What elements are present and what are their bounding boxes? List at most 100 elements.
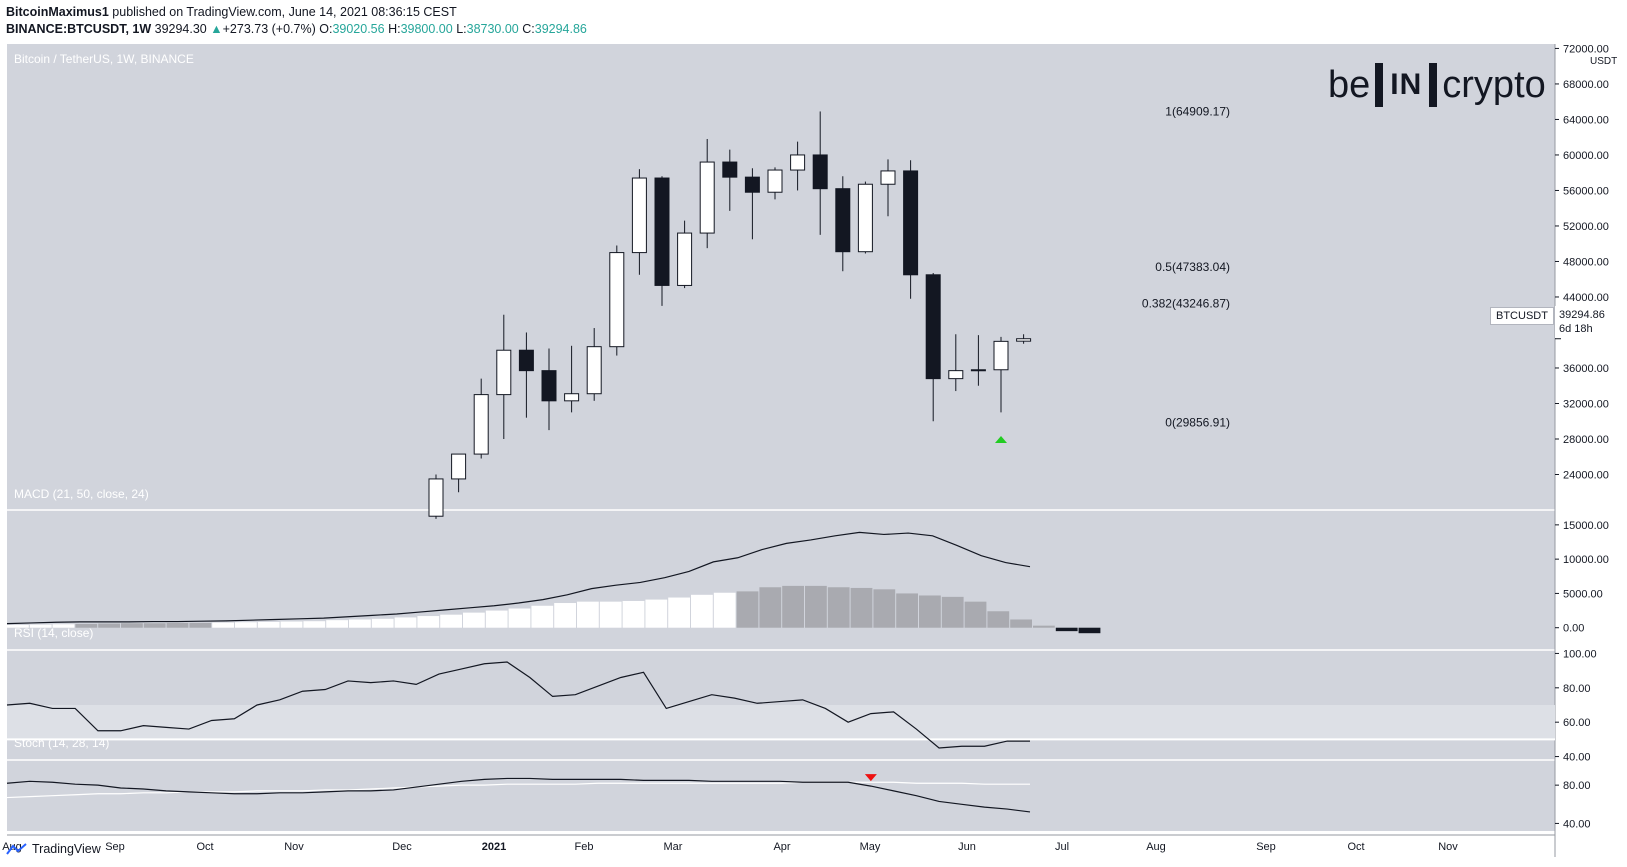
macd-histogram-bar — [508, 608, 531, 628]
macd-histogram-bar — [212, 622, 234, 628]
high-label: H: — [388, 22, 401, 36]
candle-body — [631, 177, 647, 254]
macd-histogram-bar — [257, 621, 280, 628]
macd-histogram-bar — [577, 601, 599, 628]
macd-histogram-bar — [440, 614, 462, 628]
candle-body — [451, 453, 467, 480]
y-tick-label: 32000.00 — [1563, 398, 1609, 410]
price-change: +273.73 (+0.7%) — [222, 22, 316, 36]
stoch-y-tick-label: 80.00 — [1563, 780, 1591, 792]
fib-level-label: 0.5(47383.04) — [1155, 260, 1230, 274]
y-tick-label: 44000.00 — [1563, 292, 1609, 304]
candle-body — [586, 346, 602, 395]
macd-histogram-bar — [1033, 625, 1055, 628]
macd-histogram-bar — [691, 594, 713, 628]
macd-histogram-bar — [166, 622, 189, 628]
currency-label: USDT — [1590, 56, 1617, 67]
x-tick-label: Sep — [105, 841, 125, 853]
candle-body — [993, 340, 1009, 371]
macd-histogram-bar — [121, 623, 143, 628]
open-label: O: — [319, 22, 333, 36]
candle-body — [925, 274, 941, 380]
macd-histogram-bar — [143, 623, 166, 628]
macd-histogram-bar — [326, 620, 348, 628]
footer: TradingView — [6, 842, 101, 856]
x-tick-label: Jul — [1055, 841, 1069, 853]
macd-y-tick-label: 15000.00 — [1563, 520, 1609, 532]
main-pane-title: Bitcoin / TetherUS, 1W, BINANCE — [14, 52, 194, 66]
candle-body — [428, 478, 444, 517]
macd-histogram-bar — [805, 585, 827, 628]
candle-body — [564, 393, 580, 402]
macd-histogram-bar — [919, 595, 941, 628]
macd-histogram-bar — [235, 622, 257, 628]
rsi-y-tick-label: 40.00 — [1563, 752, 1591, 764]
stoch-d-line — [6, 781, 1030, 799]
candle-body — [790, 154, 806, 171]
rsi-y-tick-label: 80.00 — [1563, 683, 1591, 695]
candle-body — [812, 154, 828, 190]
fib-level-label: 0(29856.91) — [1165, 416, 1230, 430]
macd-histogram-bar — [394, 617, 417, 628]
x-tick-label: Sep — [1256, 841, 1276, 853]
stoch-y-tick-label: 40.00 — [1563, 818, 1591, 830]
logo-text-left: be — [1328, 63, 1371, 106]
logo-text-box: IN — [1375, 63, 1438, 107]
signal-up-arrow-icon — [995, 435, 1007, 443]
last-price-value: 39294.86 — [1559, 309, 1605, 321]
symbol-tag: BTCUSDT — [1490, 307, 1554, 325]
last-price: 39294.30 — [154, 22, 207, 36]
candle-body — [609, 252, 625, 348]
x-tick-label: Jun — [958, 841, 976, 853]
macd-histogram-bar — [280, 621, 303, 628]
y-tick-label: 60000.00 — [1563, 150, 1609, 162]
footer-brand[interactable]: TradingView — [32, 842, 101, 856]
x-tick-label: Dec — [392, 841, 412, 853]
candle-body — [654, 177, 670, 286]
y-tick-label: 24000.00 — [1563, 469, 1609, 481]
macd-histogram-bar — [485, 610, 508, 628]
macd-histogram-bar — [736, 591, 759, 628]
high-value: 39800.00 — [400, 22, 453, 36]
change-arrow-icon: ▲ — [210, 22, 223, 36]
macd-histogram-bar — [782, 585, 804, 628]
y-tick-label: 72000.00 — [1563, 43, 1609, 55]
signal-down-arrow-icon — [864, 774, 877, 782]
x-tick-label: May — [860, 841, 881, 853]
low-value: 38730.00 — [466, 22, 519, 36]
rsi-y-tick-label: 60.00 — [1563, 717, 1591, 729]
publish-info: BitcoinMaximus1 published on TradingView… — [6, 5, 457, 19]
candle-body — [880, 170, 896, 185]
open-value: 39020.56 — [332, 22, 385, 36]
macd-histogram-bar — [827, 587, 850, 628]
rsi-label: RSI (14, close) — [14, 626, 94, 640]
macd-histogram-bar — [554, 603, 576, 628]
author-name[interactable]: BitcoinMaximus1 — [6, 5, 109, 19]
close-value: 39294.86 — [534, 22, 587, 36]
candle-body — [948, 370, 964, 380]
macd-histogram-bar — [622, 600, 645, 628]
candle-countdown: 6d 18h — [1559, 323, 1593, 335]
macd-histogram-bar — [850, 587, 873, 628]
x-tick-label: Oct — [196, 841, 213, 853]
y-tick-label: 56000.00 — [1563, 185, 1609, 197]
macd-histogram-bar — [52, 624, 75, 628]
macd-histogram-bar — [599, 601, 622, 628]
macd-histogram-bar — [668, 597, 690, 628]
macd-histogram-bar — [1055, 627, 1078, 632]
macd-y-tick-label: 5000.00 — [1563, 588, 1603, 600]
y-tick-label: 28000.00 — [1563, 434, 1609, 446]
fib-level-label: 1(64909.17) — [1165, 104, 1230, 118]
y-tick-label: 52000.00 — [1563, 221, 1609, 233]
rsi-band — [7, 705, 1555, 740]
macd-histogram-bar — [1010, 619, 1032, 628]
macd-histogram-bar — [645, 599, 668, 628]
rsi-y-tick-label: 100.00 — [1563, 648, 1597, 660]
y-tick-label: 68000.00 — [1563, 79, 1609, 91]
macd-histogram-bar — [531, 605, 554, 628]
x-tick-label: Nov — [1438, 841, 1458, 853]
macd-histogram-bar — [98, 623, 120, 628]
macd-histogram-bar — [941, 596, 964, 628]
macd-y-tick-label: 10000.00 — [1563, 554, 1609, 566]
